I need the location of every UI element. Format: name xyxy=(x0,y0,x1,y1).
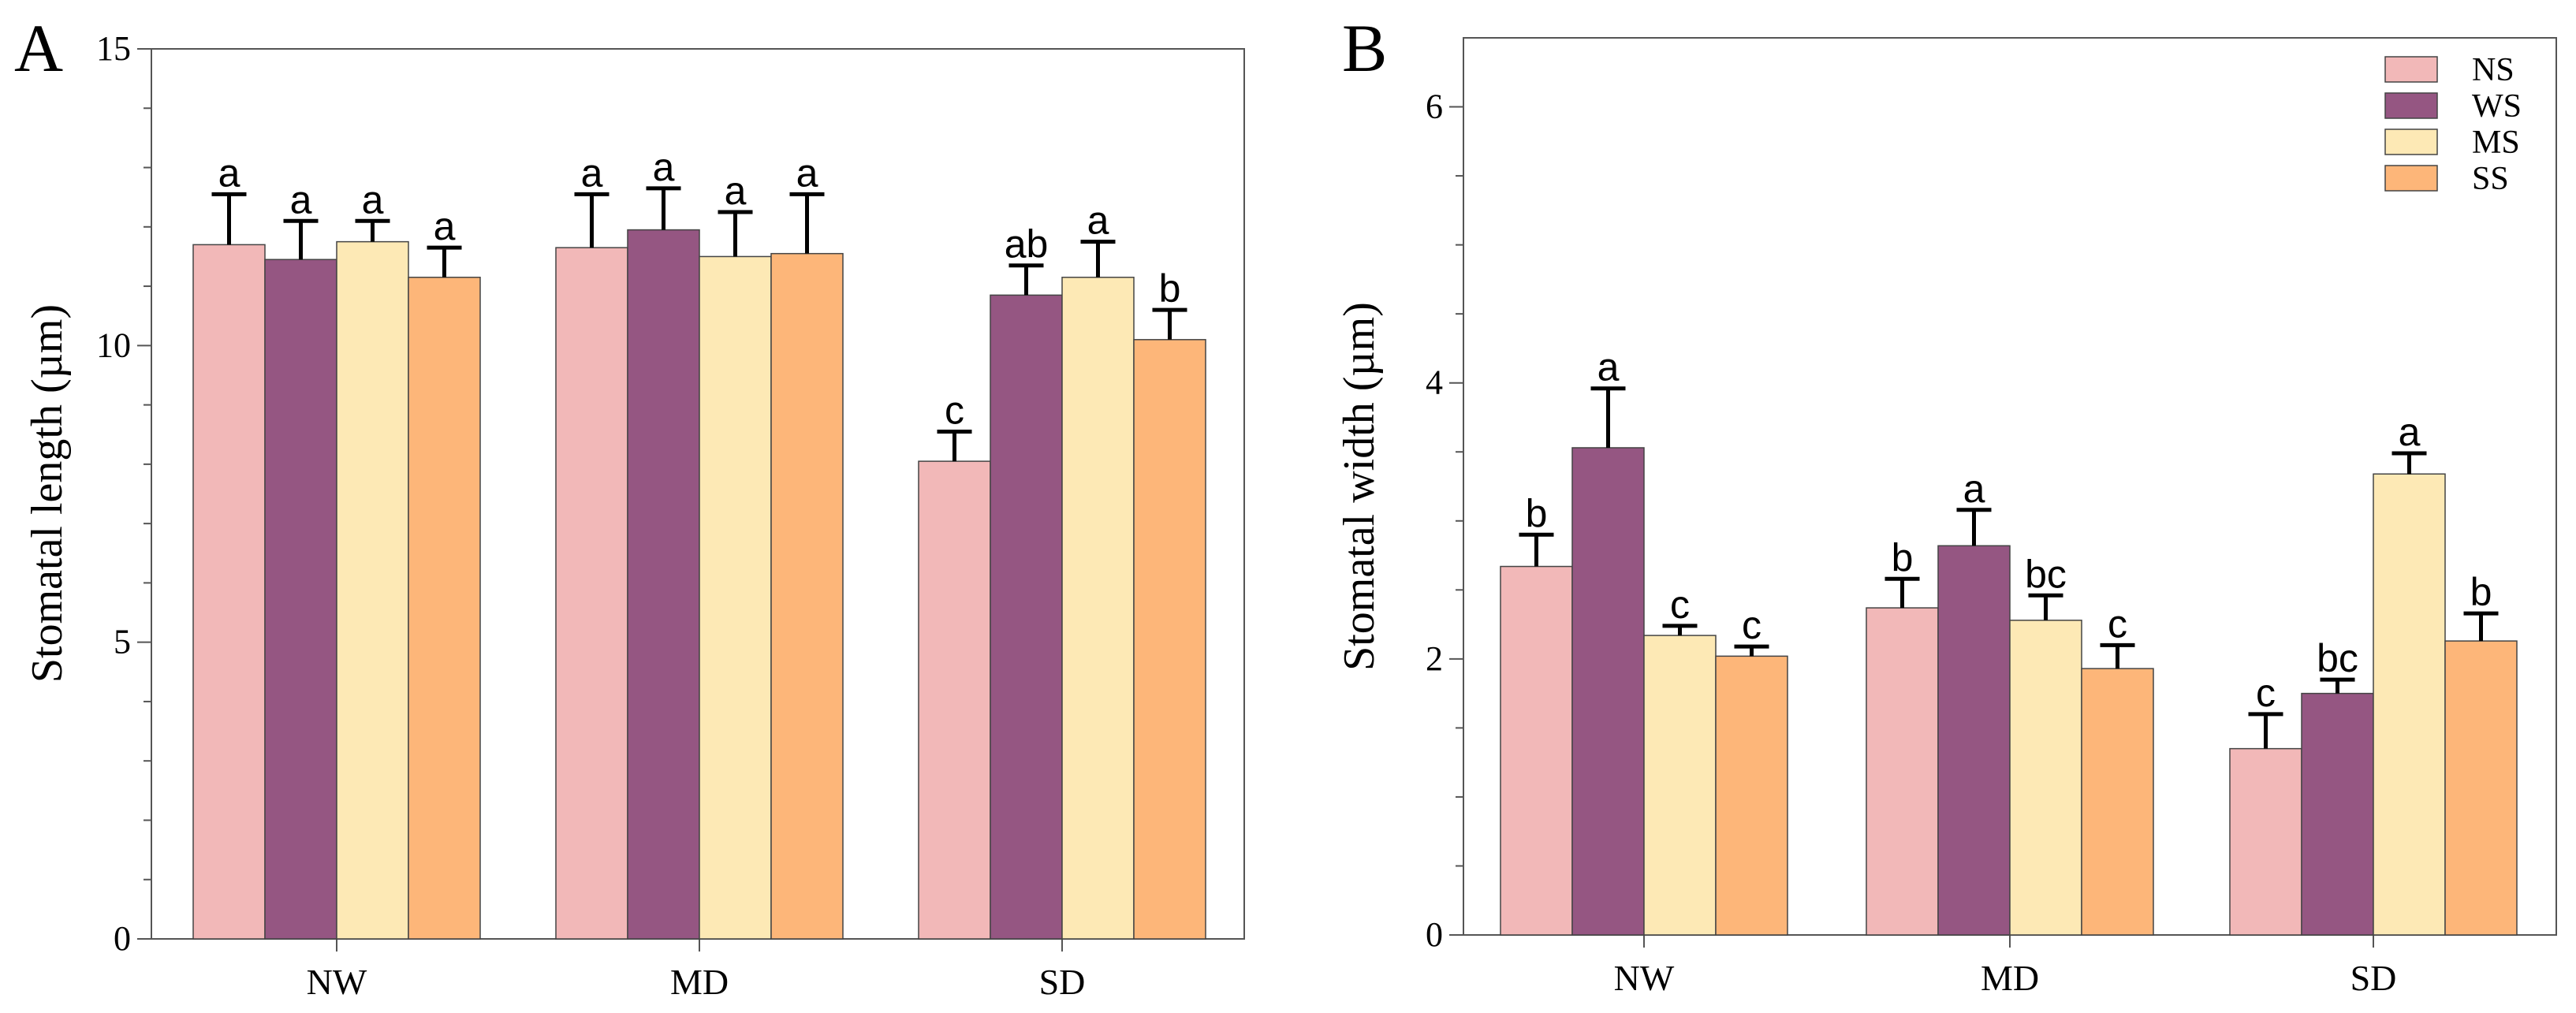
panel-a-y-axis-label: Stomatal length (µm) xyxy=(23,304,72,683)
x-category-label: NW xyxy=(307,962,367,1002)
bar-ns-sd xyxy=(918,460,991,940)
bar-ms-md xyxy=(2009,620,2082,936)
x-category-label: MD xyxy=(1981,958,2039,998)
y-tick-label: 10 xyxy=(96,326,131,364)
legend-label-ms: MS xyxy=(2472,125,2520,161)
bar-ns-nw xyxy=(192,244,266,940)
bar-ss-sd xyxy=(2444,640,2518,936)
x-category-label: SD xyxy=(2350,958,2397,998)
legend-label-ss: SS xyxy=(2472,161,2509,197)
legend-label-ws: WS xyxy=(2472,88,2522,125)
bar-ws-nw xyxy=(1571,447,1645,936)
panel-b-label: B xyxy=(1342,10,1387,86)
y-tick-label: 0 xyxy=(114,919,131,958)
significance-letter: a xyxy=(653,145,675,189)
significance-letter: b xyxy=(1892,535,1914,579)
significance-letter: a xyxy=(1597,345,1620,389)
panel-a-label: A xyxy=(14,10,63,86)
significance-letter: a xyxy=(1087,199,1109,243)
bar-ms-nw xyxy=(1643,635,1717,936)
bar-ws-sd xyxy=(2301,692,2374,936)
bar-ns-nw xyxy=(1500,565,1573,936)
legend-swatch-ms xyxy=(2384,128,2438,155)
significance-letter: a xyxy=(581,151,603,195)
legend-swatch-ns xyxy=(2384,56,2438,83)
significance-letter: a xyxy=(362,177,384,222)
significance-letter: c xyxy=(1742,603,1761,647)
panel-a-y-axis: 0 5 10 15 NW MD SD xyxy=(96,29,1085,1002)
significance-letter: b xyxy=(2470,570,2492,614)
significance-letter: a xyxy=(434,204,456,248)
bar-ss-nw xyxy=(1715,655,1788,936)
x-category-label: NW xyxy=(1614,958,1675,998)
y-tick-label: 2 xyxy=(1426,639,1443,678)
bar-ms-md xyxy=(699,255,772,940)
significance-letter: c xyxy=(1670,583,1690,627)
bar-ms-sd xyxy=(1061,277,1135,940)
bar-ns-sd xyxy=(2229,747,2302,936)
panel-b-y-axis: 0 2 4 6 NW MD SD xyxy=(1426,88,2396,998)
y-tick-label: 6 xyxy=(1426,88,1443,126)
legend-label-ns: NS xyxy=(2472,52,2514,88)
significance-letter: bc xyxy=(2025,552,2067,596)
x-category-label: SD xyxy=(1039,962,1086,1002)
bar-ns-md xyxy=(1866,607,1939,936)
bar-ws-md xyxy=(627,229,700,940)
significance-letter: ab xyxy=(1005,222,1049,266)
bar-ws-sd xyxy=(990,294,1063,940)
x-category-label: MD xyxy=(670,962,729,1002)
bar-ss-nw xyxy=(408,277,481,940)
bar-ws-nw xyxy=(264,259,337,940)
significance-letter: b xyxy=(1159,266,1181,311)
bar-ws-md xyxy=(1937,545,2011,936)
significance-letter: a xyxy=(725,169,747,213)
significance-letter: a xyxy=(796,151,818,195)
significance-letter: c xyxy=(2108,601,2127,646)
significance-letter: b xyxy=(1526,491,1548,535)
bar-ms-sd xyxy=(2373,473,2446,936)
y-tick-label: 15 xyxy=(96,29,131,68)
significance-letter: c xyxy=(2256,671,2276,715)
significance-letter: c xyxy=(945,388,964,432)
significance-letter: a xyxy=(218,151,240,195)
bar-ns-md xyxy=(555,247,628,940)
y-tick-label: 5 xyxy=(114,623,131,661)
panel-b-y-axis-label: Stomatal width (µm) xyxy=(1335,302,1384,671)
bar-ss-sd xyxy=(1133,339,1206,940)
bar-ss-md xyxy=(2081,668,2154,936)
y-tick-label: 4 xyxy=(1426,363,1443,402)
legend-swatch-ss xyxy=(2384,165,2438,192)
significance-letter: a xyxy=(290,177,312,222)
significance-letter: bc xyxy=(2317,636,2358,680)
bar-ms-nw xyxy=(336,240,409,940)
significance-letter: a xyxy=(2399,410,2421,454)
legend-swatch-ws xyxy=(2384,92,2438,119)
significance-letter: a xyxy=(1963,467,1985,511)
y-tick-label: 0 xyxy=(1426,915,1443,954)
bar-ss-md xyxy=(770,252,844,940)
